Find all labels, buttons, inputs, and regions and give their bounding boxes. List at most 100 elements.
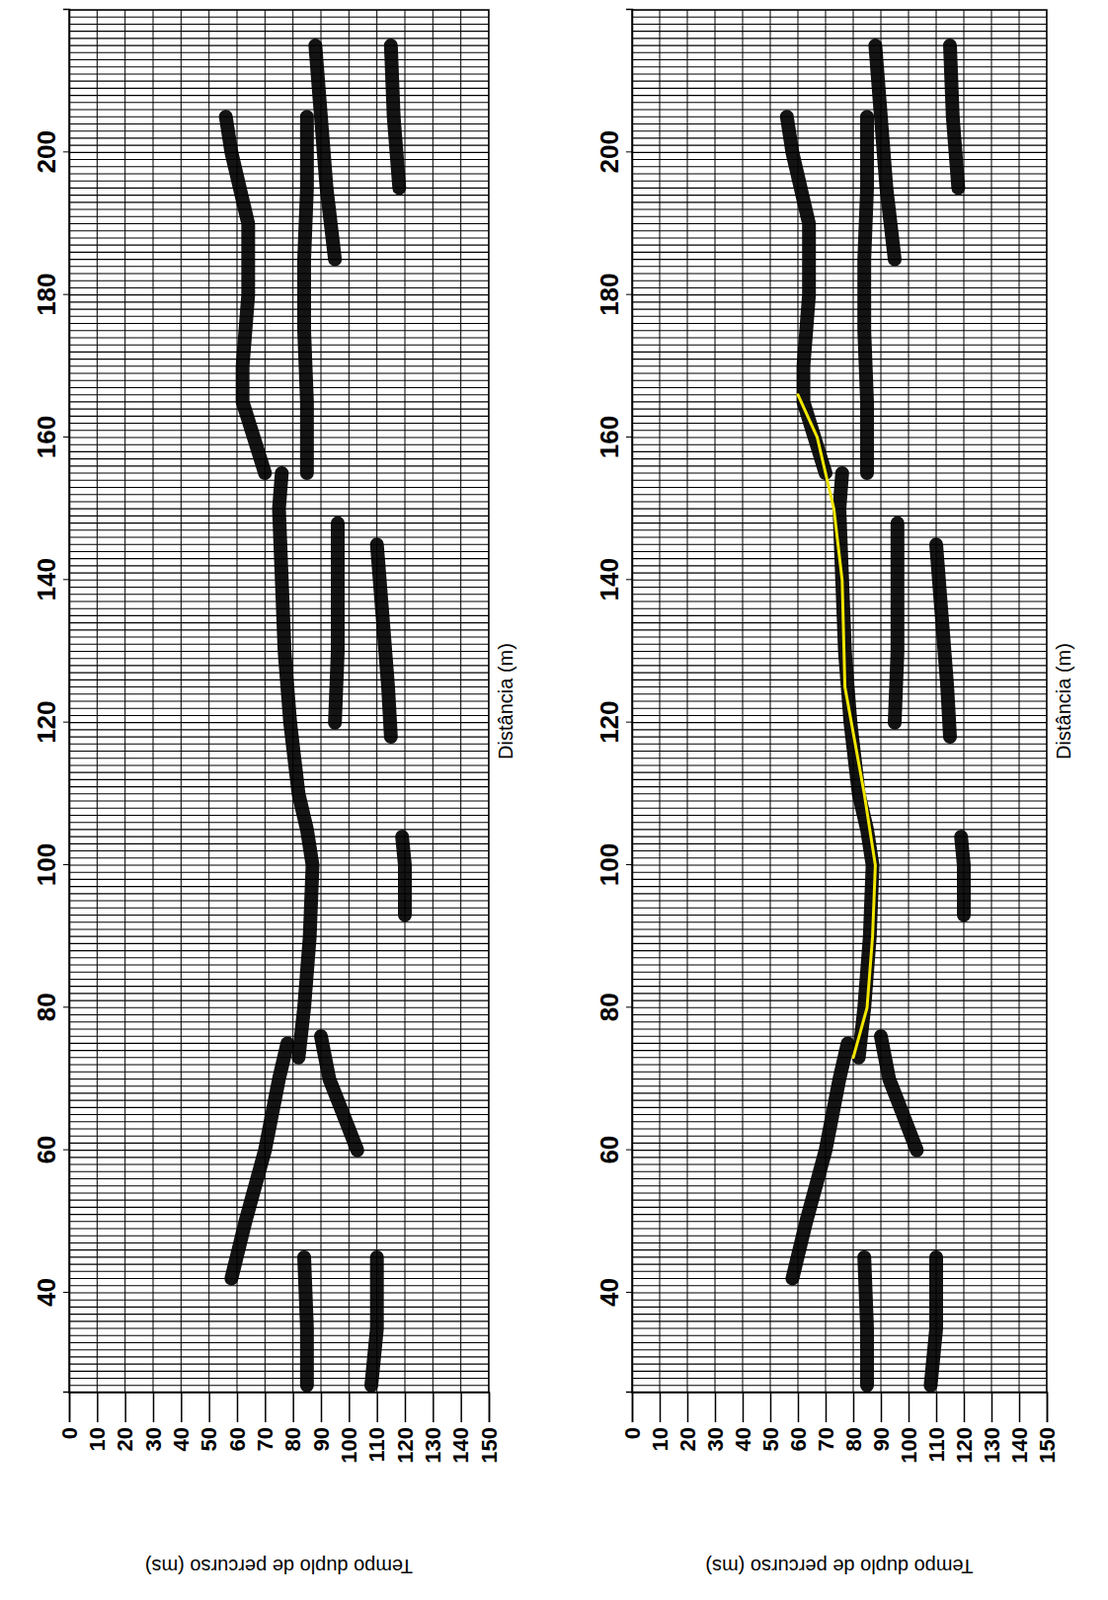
tick-label: 60: [594, 1135, 625, 1165]
trace-line: [632, 1007, 1047, 1009]
tick-label: 120: [594, 700, 625, 743]
tick-label: 0: [620, 1426, 645, 1439]
trace-line: [69, 1142, 489, 1144]
grid: [632, 9, 1047, 1393]
trace-line: [632, 1142, 1047, 1144]
trace-line: [69, 992, 489, 994]
trace-line: [69, 743, 489, 745]
trace-line: [632, 1306, 1047, 1308]
trace-line: [632, 1363, 1047, 1365]
tick-label: 60: [31, 1135, 62, 1165]
reflector: [960, 836, 964, 915]
tick-label: 180: [594, 272, 625, 316]
trace-line: [632, 943, 1047, 945]
trace-line: [632, 137, 1047, 139]
trace-line: [69, 1377, 489, 1379]
tick: 130: [420, 1392, 446, 1464]
trace-line: [69, 1220, 489, 1222]
trace-line: [632, 799, 1047, 801]
tick-mark: [626, 1006, 633, 1008]
trace-line: [69, 108, 489, 110]
trace-line: [69, 230, 489, 232]
trace-line: [632, 1178, 1047, 1180]
trace-line: [632, 80, 1047, 82]
trace-line: [632, 1370, 1047, 1372]
trace-line: [69, 928, 489, 930]
trace-line: [69, 1185, 489, 1187]
reflector: [391, 45, 400, 188]
grid-line: [687, 9, 689, 1393]
trace-line: [632, 322, 1047, 324]
trace-line: [632, 158, 1047, 160]
trace-line: [632, 45, 1047, 47]
grid-line: [825, 9, 827, 1393]
trace-line: [632, 708, 1047, 710]
trace-line: [632, 743, 1047, 745]
tick-mark: [1019, 1392, 1022, 1423]
axis-line: [63, 9, 71, 1393]
grid-line: [908, 9, 910, 1393]
tick-mark: [991, 1392, 994, 1423]
trace-line: [632, 130, 1047, 132]
trace-line: [632, 223, 1047, 225]
tick: 160: [31, 415, 70, 459]
trace-line: [69, 1171, 489, 1173]
trace-line: [69, 287, 489, 289]
trace-line: [69, 1135, 489, 1137]
trace-line: [69, 1021, 489, 1023]
tick-mark: [626, 151, 633, 153]
tick: 80: [280, 1392, 306, 1451]
tick: 140: [1007, 1392, 1032, 1464]
tick-label: 40: [730, 1426, 756, 1451]
tick: 30: [703, 1392, 728, 1451]
trace-line: [632, 1120, 1047, 1122]
tick-mark: [63, 721, 70, 723]
trace-line: [632, 380, 1047, 382]
tick-mark: [825, 1392, 828, 1423]
trace-line: [632, 772, 1047, 774]
trace-line: [632, 1299, 1047, 1301]
tick-label: 80: [841, 1426, 867, 1451]
trace-line: [69, 936, 489, 938]
tick: 120: [31, 700, 70, 743]
tick-label: 20: [675, 1426, 701, 1451]
tick-mark: [742, 1392, 745, 1423]
trace-line: [632, 400, 1047, 402]
tick-label: 140: [448, 1426, 474, 1464]
trace-line: [632, 351, 1047, 353]
trace-line: [632, 408, 1047, 410]
tick-label: 140: [594, 557, 625, 601]
tick-label: 110: [364, 1426, 390, 1463]
trace-line: [69, 1355, 489, 1357]
tick-mark: [936, 1392, 939, 1423]
trace-line: [69, 843, 489, 845]
tick-label: 120: [951, 1426, 977, 1464]
trace-line: [69, 180, 489, 182]
grid-line: [124, 9, 126, 1393]
trace-line: [69, 351, 489, 353]
trace-line: [632, 1355, 1047, 1357]
trace-line: [632, 828, 1047, 830]
trace-line: [632, 59, 1047, 61]
trace-line: [69, 172, 489, 174]
trace-line: [632, 928, 1047, 930]
trace-line: [632, 187, 1047, 189]
trace-line: [632, 394, 1047, 396]
trace-line: [632, 885, 1047, 887]
trace-line: [632, 1149, 1047, 1151]
plot-frame: [69, 9, 489, 1393]
grid-line: [96, 9, 98, 1393]
trace-line: [632, 1185, 1047, 1187]
tick-label: 60: [225, 1426, 250, 1451]
tick: 10: [84, 1392, 110, 1451]
plot-area: [632, 9, 1047, 1393]
trace-line: [632, 358, 1047, 360]
trace-line: [632, 693, 1047, 695]
trace-line: [632, 907, 1047, 909]
tick-mark: [626, 721, 633, 723]
trace-line: [69, 101, 489, 103]
tick-mark: [292, 1392, 295, 1423]
tick: 150: [476, 1392, 502, 1464]
tick: 110: [364, 1392, 390, 1463]
grid-line: [180, 9, 182, 1393]
